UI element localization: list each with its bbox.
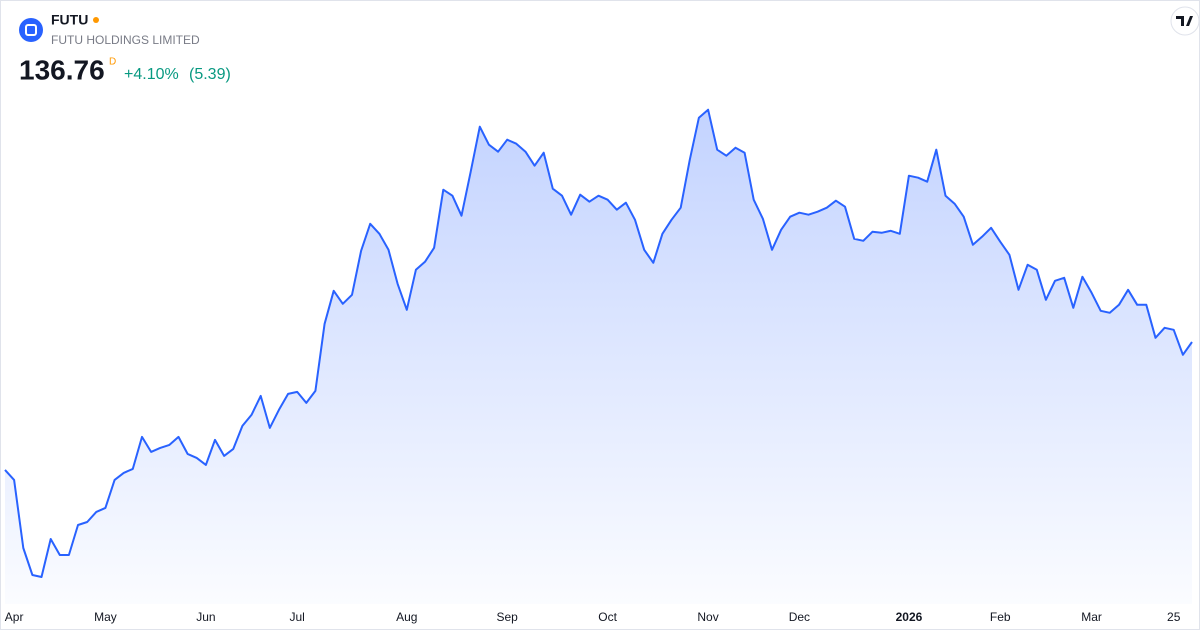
x-tick-label: Dec [789, 610, 810, 624]
logo [19, 18, 43, 42]
x-tick-label: 2026 [896, 610, 923, 624]
interval: D [109, 57, 116, 68]
x-tick-label: Feb [990, 610, 1011, 624]
company-name: FUTU HOLDINGS LIMITED [51, 33, 200, 47]
x-tick-label: Oct [598, 610, 617, 624]
logo-icon [25, 24, 37, 36]
x-tick-label: May [94, 610, 117, 624]
status-dot [93, 17, 99, 23]
x-tick-label: Nov [697, 610, 718, 624]
tv-logo [1170, 6, 1200, 36]
price: 136.76 [19, 54, 105, 85]
x-tick-label: Apr [5, 610, 24, 624]
change-percent: +4.10% [124, 66, 179, 83]
x-tick-label: Sep [497, 610, 519, 624]
x-tick-label: Aug [396, 610, 417, 624]
x-tick-label: 25 [1167, 610, 1181, 624]
line [4, 108, 1193, 578]
symbol: FUTU [51, 12, 88, 28]
x-tick-label: Jun [196, 610, 215, 624]
change-value: (5.39) [189, 66, 231, 83]
x-tick-label: Mar [1081, 610, 1102, 624]
x-tick-label: Jul [290, 610, 305, 624]
